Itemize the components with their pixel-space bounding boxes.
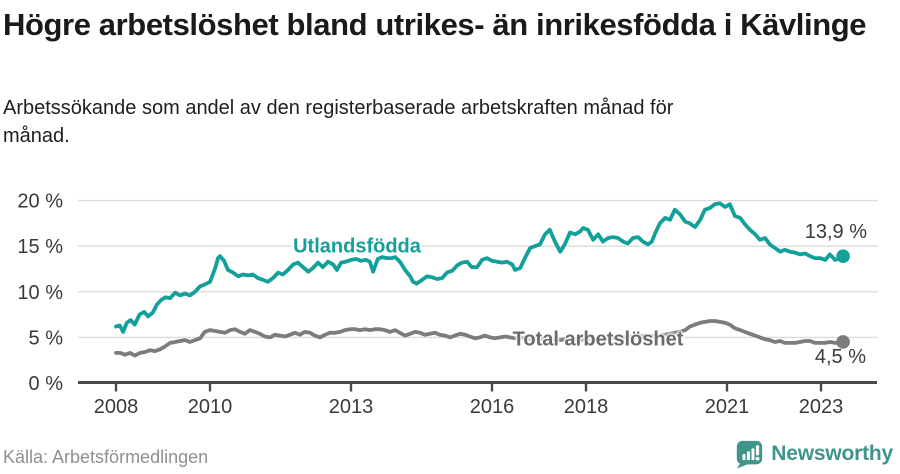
- y-tick-label: 5 %: [29, 327, 64, 349]
- newsworthy-chart-bubble-icon: [737, 440, 763, 469]
- x-tick-label: 2016: [470, 396, 515, 418]
- x-tick-label: 2021: [705, 396, 750, 418]
- y-tick-label: 0 %: [29, 373, 64, 395]
- y-tick-label: 10 %: [17, 282, 63, 304]
- series-end-dot: [836, 335, 850, 349]
- x-tick-label: 2013: [329, 396, 374, 418]
- page-title: Högre arbetslöshet bland utrikes- än inr…: [3, 7, 867, 42]
- x-tick-label: 2008: [94, 396, 139, 418]
- x-tick-label: 2010: [188, 396, 233, 418]
- series-label-utlandsfodda: Utlandsfödda: [293, 235, 421, 258]
- series-line: [114, 319, 845, 358]
- y-tick-label: 15 %: [17, 236, 63, 258]
- brand-name: Newsworthy: [771, 442, 893, 465]
- end-value-label-total: 4,5 %: [814, 346, 866, 368]
- source-note: Källa: Arbetsförmedlingen: [3, 447, 209, 467]
- series-end-dot: [836, 249, 850, 264]
- newsworthy-logo: Newsworthy: [734, 439, 893, 469]
- x-tick-label: 2023: [799, 396, 844, 418]
- x-tick-label: 2018: [564, 396, 609, 418]
- end-value-label-utlandsfodda: 13,9 %: [804, 221, 867, 243]
- page-subtitle: Arbetssökande som andel av den registerb…: [3, 97, 674, 147]
- y-tick-label: 20 %: [17, 191, 63, 213]
- series-label-total-arbetsloshet: Total arbetslöshet: [512, 328, 684, 351]
- series-line: [114, 201, 845, 334]
